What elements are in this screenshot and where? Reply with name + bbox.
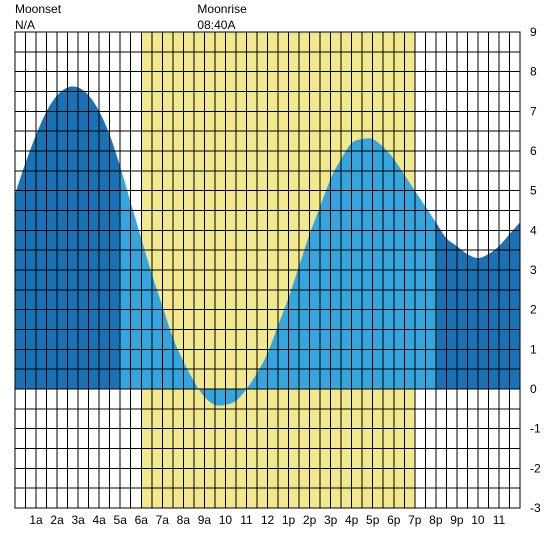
x-tick-label: 12 bbox=[261, 513, 275, 527]
y-tick-label: 5 bbox=[530, 184, 537, 198]
y-tick-label: 6 bbox=[530, 144, 537, 158]
y-tick-label: 3 bbox=[530, 263, 537, 277]
x-tick-label: 4a bbox=[92, 513, 106, 527]
y-tick-label: -3 bbox=[530, 501, 541, 515]
x-tick-label: 8p bbox=[429, 513, 443, 527]
y-tick-label: 2 bbox=[530, 303, 537, 317]
x-tick-label: 1a bbox=[29, 513, 43, 527]
x-tick-label: 8a bbox=[177, 513, 191, 527]
x-tick-label: 6a bbox=[135, 513, 149, 527]
x-tick-label: 10 bbox=[219, 513, 233, 527]
x-tick-label: 1p bbox=[282, 513, 296, 527]
top-label-title: Moonrise bbox=[197, 2, 246, 18]
y-tick-label: 4 bbox=[530, 223, 537, 237]
y-tick-label: 1 bbox=[530, 342, 537, 356]
top-label-title: Moonset bbox=[15, 2, 61, 18]
x-tick-label: 2a bbox=[50, 513, 64, 527]
x-tick-label: 2p bbox=[303, 513, 317, 527]
moonrise-label: Moonrise08:40A bbox=[197, 2, 246, 33]
tide-chart: -3-2-101234567891a2a3a4a5a6a7a8a9a101112… bbox=[0, 0, 550, 550]
y-tick-label: 7 bbox=[530, 104, 537, 118]
x-tick-label: 5p bbox=[366, 513, 380, 527]
x-tick-label: 9a bbox=[198, 513, 212, 527]
top-label-value: N/A bbox=[15, 18, 61, 34]
x-tick-label: 9p bbox=[450, 513, 464, 527]
x-tick-label: 5a bbox=[114, 513, 128, 527]
y-tick-label: -2 bbox=[530, 461, 541, 475]
x-tick-label: 11 bbox=[240, 513, 253, 527]
x-tick-label: 3a bbox=[71, 513, 85, 527]
chart-svg: -3-2-101234567891a2a3a4a5a6a7a8a9a101112… bbox=[0, 0, 550, 550]
x-tick-label: 3p bbox=[324, 513, 338, 527]
x-tick-label: 6p bbox=[387, 513, 401, 527]
y-tick-label: 9 bbox=[530, 25, 537, 39]
moonset-label: MoonsetN/A bbox=[15, 2, 61, 33]
x-tick-label: 10 bbox=[471, 513, 485, 527]
y-tick-label: 8 bbox=[530, 65, 537, 79]
x-tick-label: 11 bbox=[493, 513, 506, 527]
top-label-value: 08:40A bbox=[197, 18, 246, 34]
x-tick-label: 7p bbox=[408, 513, 422, 527]
y-tick-label: -1 bbox=[530, 422, 541, 436]
y-tick-label: 0 bbox=[530, 382, 537, 396]
x-tick-label: 4p bbox=[345, 513, 359, 527]
x-tick-label: 7a bbox=[156, 513, 170, 527]
